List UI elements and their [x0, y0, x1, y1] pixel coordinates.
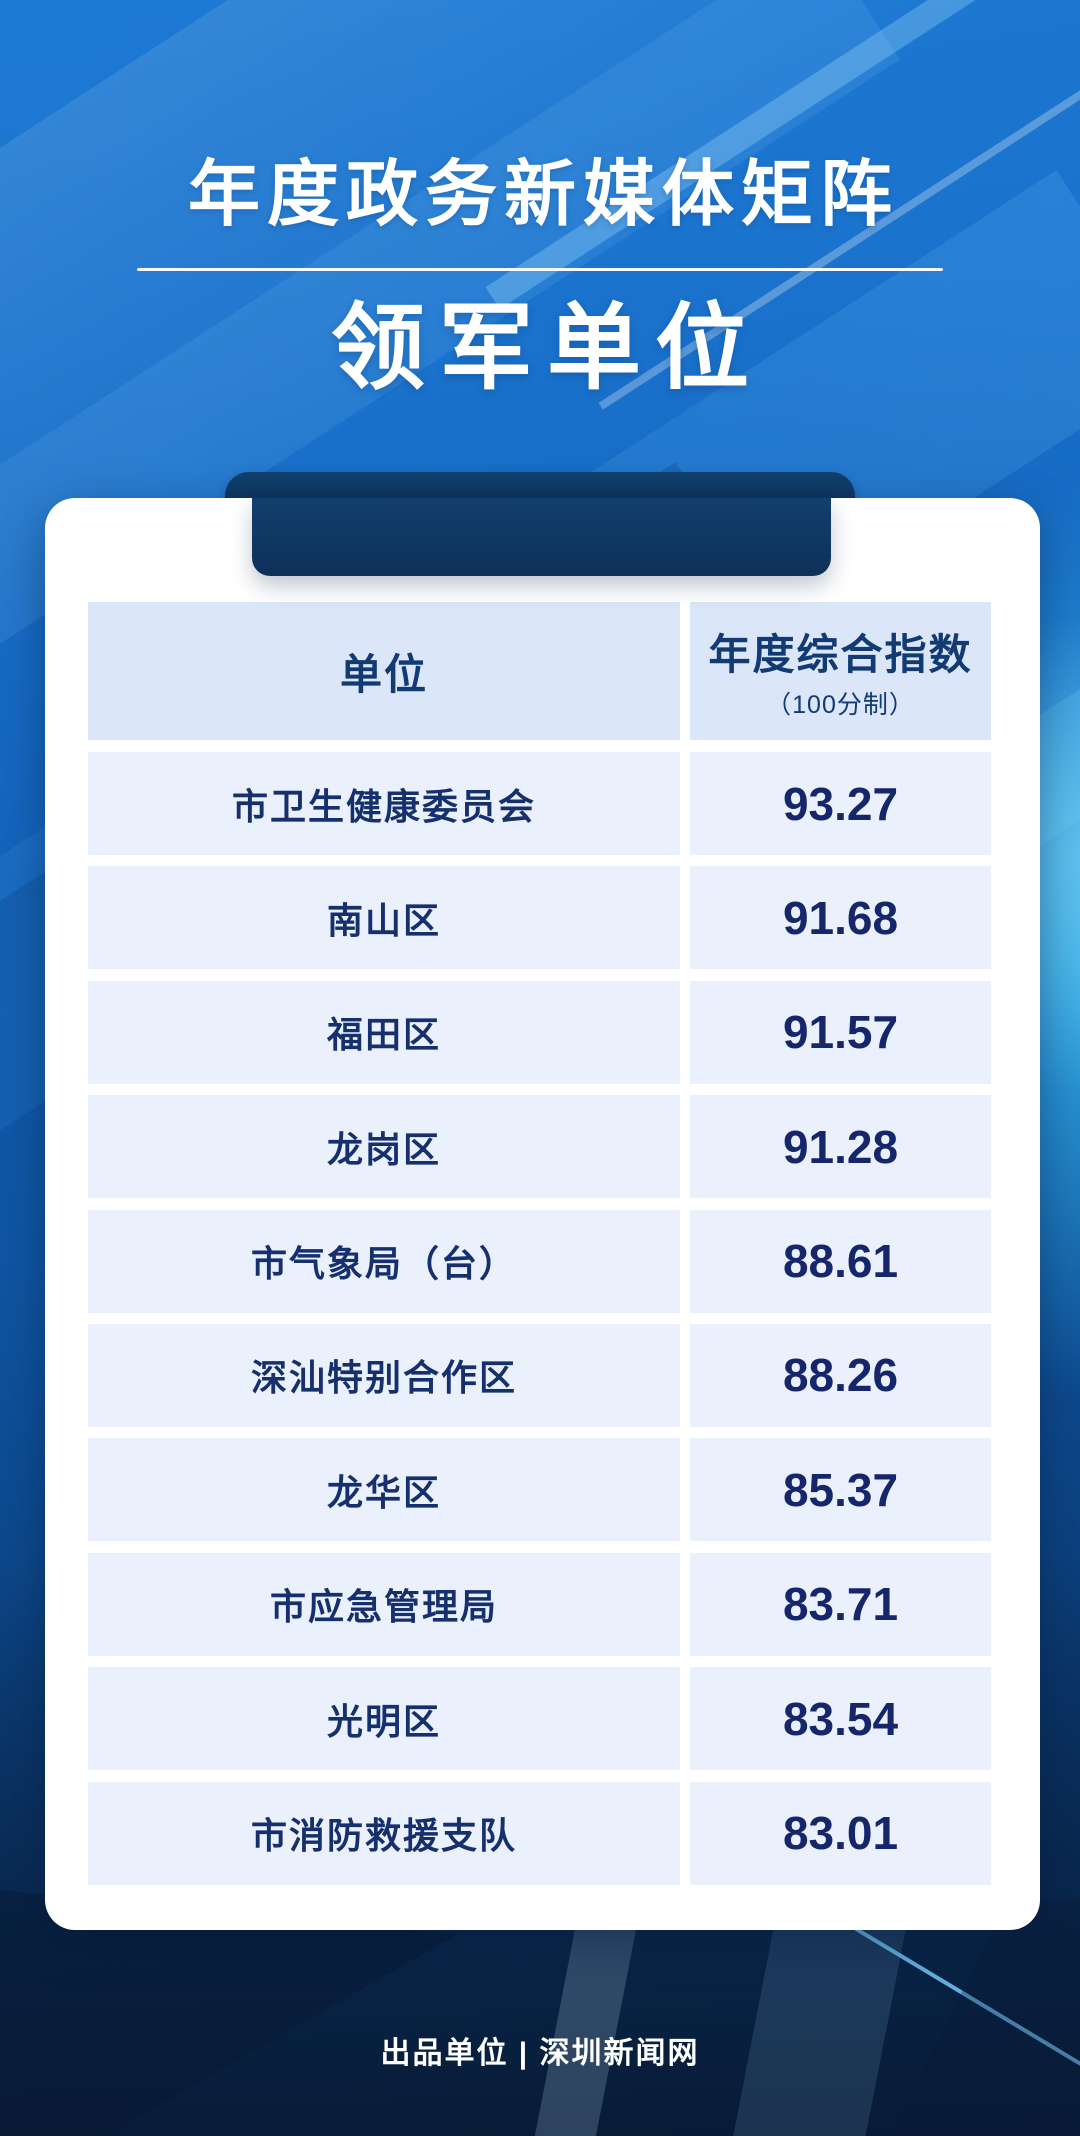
- unit-cell: 光明区: [88, 1667, 680, 1771]
- poster-title: 年度政务新媒体矩阵: [187, 155, 899, 235]
- unit-cell: 南山区: [88, 866, 680, 970]
- background-facet: [890, 1900, 1080, 2136]
- unit-cell: 市应急管理局: [88, 1552, 680, 1656]
- table-row: 市气象局（台） 88.61: [88, 1209, 991, 1313]
- table-row: 龙岗区 91.28: [88, 1095, 991, 1199]
- score-cell: 83.71: [690, 1552, 991, 1656]
- unit-cell: 龙华区: [88, 1438, 680, 1542]
- background-diagonal-line: [852, 1926, 1080, 2126]
- unit-cell: 市气象局（台）: [88, 1209, 680, 1313]
- score-cell: 91.28: [690, 1095, 991, 1199]
- table-row: 市消防救援支队 83.01: [88, 1781, 991, 1885]
- score-cell: 91.57: [690, 980, 991, 1084]
- table-row: 市卫生健康委员会 93.27: [88, 752, 991, 855]
- results-card: 单位 年度综合指数 （100分制） 市卫生健康委员会 93.27 南山区 91.…: [45, 498, 1040, 1930]
- poster-subtitle: 领军单位: [330, 295, 763, 400]
- table-header-row: 单位 年度综合指数 （100分制）: [88, 602, 991, 740]
- table-row: 深汕特别合作区 88.26: [88, 1323, 991, 1427]
- column-header-index: 年度综合指数 （100分制）: [690, 602, 991, 740]
- column-header-label: 单位: [339, 652, 428, 699]
- results-table: 市卫生健康委员会 93.27 南山区 91.68 福田区 91.57 龙岗区 9…: [88, 752, 991, 1885]
- score-cell: 88.26: [690, 1323, 991, 1427]
- score-cell: 83.01: [690, 1781, 991, 1885]
- table-row: 市应急管理局 83.71: [88, 1552, 991, 1656]
- unit-cell: 市消防救援支队: [88, 1781, 680, 1885]
- unit-cell: 福田区: [88, 980, 680, 1084]
- unit-cell: 龙岗区: [88, 1095, 680, 1199]
- column-header-sublabel: （100分制）: [766, 691, 915, 719]
- footer-credit: 出品单位 | 深圳新闻网: [380, 2037, 700, 2070]
- table-row: 福田区 91.57: [88, 980, 991, 1084]
- title-divider: [137, 268, 943, 271]
- score-cell: 91.68: [690, 866, 991, 970]
- unit-cell: 深汕特别合作区: [88, 1323, 680, 1427]
- column-header-unit: 单位: [88, 602, 680, 740]
- column-header-label: 年度综合指数: [708, 633, 973, 679]
- table-row: 龙华区 85.37: [88, 1438, 991, 1542]
- score-cell: 85.37: [690, 1438, 991, 1542]
- table-row: 南山区 91.68: [88, 866, 991, 970]
- score-cell: 88.61: [690, 1209, 991, 1313]
- score-cell: 93.27: [690, 752, 991, 855]
- ribbon-tab: [252, 498, 831, 576]
- score-cell: 83.54: [690, 1667, 991, 1771]
- table-row: 光明区 83.54: [88, 1667, 991, 1771]
- unit-cell: 市卫生健康委员会: [88, 752, 680, 855]
